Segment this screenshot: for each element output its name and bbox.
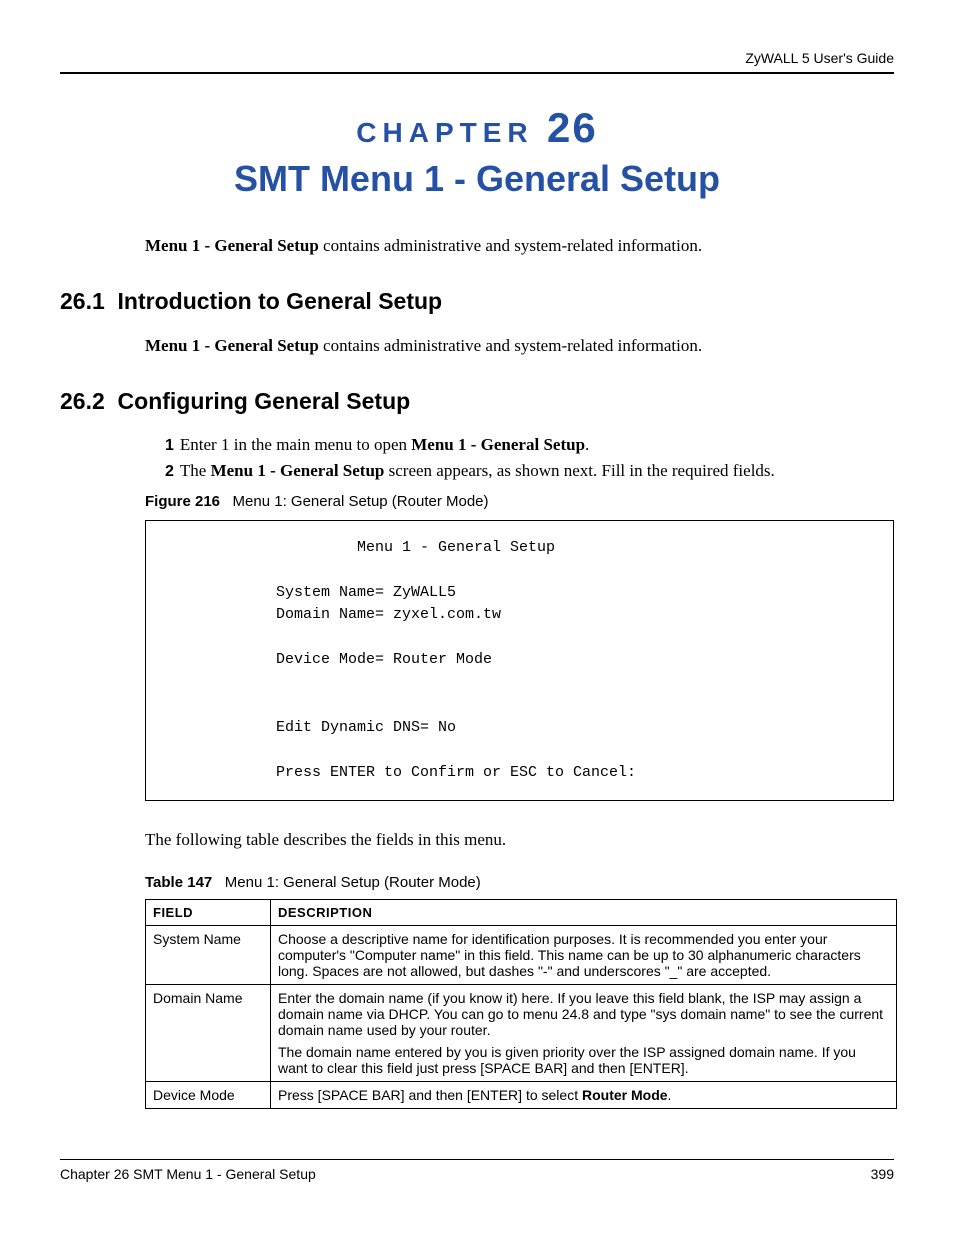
chapter-title: SMT Menu 1 - General Setup — [60, 158, 894, 200]
step-1-num: 1 — [165, 437, 174, 454]
cell-desc-2-a: Press [SPACE BAR] and then [ENTER] to se… — [278, 1087, 582, 1103]
page-footer: Chapter 26 SMT Menu 1 - General Setup 39… — [60, 1159, 894, 1182]
s1-para-bold: Menu 1 - General Setup — [145, 336, 319, 355]
table-caption: Table 147 Menu 1: General Setup (Router … — [145, 874, 894, 891]
guide-title: ZyWALL 5 User's Guide — [745, 50, 894, 66]
steps-list: 1 Enter 1 in the main menu to open Menu 1… — [165, 435, 894, 481]
table-label: Table 147 — [145, 874, 212, 891]
cell-field-2: Device Mode — [146, 1082, 271, 1109]
section-title-2: Configuring General Setup — [118, 388, 411, 414]
th-description: DESCRIPTION — [271, 900, 897, 926]
step-2-num: 2 — [165, 463, 174, 480]
figure-caption: Figure 216 Menu 1: General Setup (Router… — [145, 493, 894, 510]
section-num-2: 26.2 — [60, 388, 105, 414]
section-1-paragraph: Menu 1 - General Setup contains administ… — [145, 335, 894, 358]
step-1-a: Enter 1 in the main menu to open — [180, 435, 411, 454]
terminal-figure: Menu 1 - General Setup System Name= ZyWA… — [145, 520, 894, 802]
step-1: 1 Enter 1 in the main menu to open Menu 1… — [165, 435, 894, 455]
cell-desc-2: Press [SPACE BAR] and then [ENTER] to se… — [271, 1082, 897, 1109]
step-2: 2 The Menu 1 - General Setup screen appea… — [165, 461, 894, 481]
table-row: System Name Choose a descriptive name fo… — [146, 926, 897, 985]
term-l6: Device Mode= Router Mode — [276, 651, 492, 668]
step-1-b: . — [585, 435, 589, 454]
footer-left: Chapter 26 SMT Menu 1 - General Setup — [60, 1166, 316, 1182]
cell-desc-1-p2: The domain name entered by you is given … — [278, 1044, 889, 1076]
chapter-label-row: CHAPTER 26 — [60, 104, 894, 152]
cell-field-1: Domain Name — [146, 985, 271, 1082]
table-header-row: FIELD DESCRIPTION — [146, 900, 897, 926]
table-row: Device Mode Press [SPACE BAR] and then [… — [146, 1082, 897, 1109]
step-2-bold: Menu 1 - General Setup — [211, 461, 385, 480]
step-2-a: The — [180, 461, 211, 480]
section-title-1: Introduction to General Setup — [118, 288, 443, 314]
chapter-label: CHAPTER — [356, 117, 533, 148]
term-l9: Edit Dynamic DNS= No — [276, 719, 456, 736]
section-heading-26-1: 26.1 Introduction to General Setup — [60, 288, 894, 315]
term-l4: Domain Name= zyxel.com.tw — [276, 606, 501, 623]
running-header: ZyWALL 5 User's Guide — [60, 50, 894, 74]
table-intro: The following table describes the fields… — [145, 829, 894, 852]
term-l11: Press ENTER to Confirm or ESC to Cancel: — [276, 764, 636, 781]
cell-desc-1: Enter the domain name (if you know it) h… — [271, 985, 897, 1082]
intro-bold: Menu 1 - General Setup — [145, 236, 319, 255]
page: ZyWALL 5 User's Guide CHAPTER 26 SMT Men… — [0, 0, 954, 1222]
footer-page-number: 399 — [871, 1166, 894, 1182]
term-l3: System Name= ZyWALL5 — [276, 584, 456, 601]
cell-desc-1-p1: Enter the domain name (if you know it) h… — [278, 990, 889, 1038]
table-caption-text: Menu 1: General Setup (Router Mode) — [225, 874, 481, 891]
section-num-1: 26.1 — [60, 288, 105, 314]
intro-rest: contains administrative and system-relat… — [319, 236, 702, 255]
cell-field-0: System Name — [146, 926, 271, 985]
th-field: FIELD — [146, 900, 271, 926]
description-table: FIELD DESCRIPTION System Name Choose a d… — [145, 899, 897, 1109]
step-2-b: screen appears, as shown next. Fill in t… — [384, 461, 774, 480]
figure-label: Figure 216 — [145, 493, 220, 510]
intro-paragraph: Menu 1 - General Setup contains administ… — [145, 235, 894, 258]
term-l1: Menu 1 - General Setup — [276, 539, 555, 556]
figure-caption-text: Menu 1: General Setup (Router Mode) — [233, 493, 489, 510]
section-heading-26-2: 26.2 Configuring General Setup — [60, 388, 894, 415]
cell-desc-2-b: . — [668, 1087, 672, 1103]
table-row: Domain Name Enter the domain name (if yo… — [146, 985, 897, 1082]
cell-desc-2-bold: Router Mode — [582, 1087, 668, 1103]
step-1-bold: Menu 1 - General Setup — [411, 435, 585, 454]
s1-para-rest: contains administrative and system-relat… — [319, 336, 702, 355]
cell-desc-0: Choose a descriptive name for identifica… — [271, 926, 897, 985]
chapter-number: 26 — [547, 104, 598, 151]
chapter-heading: CHAPTER 26 SMT Menu 1 - General Setup — [60, 104, 894, 200]
